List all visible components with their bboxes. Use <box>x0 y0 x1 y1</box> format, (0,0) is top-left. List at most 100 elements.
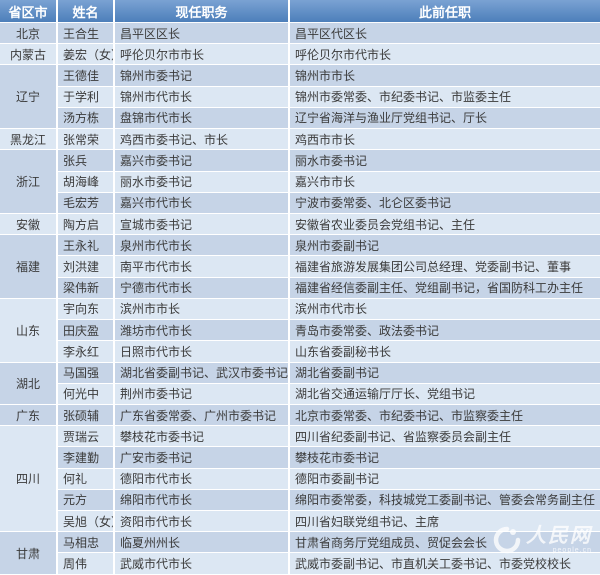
current-position-cell: 滨州市市长 <box>115 298 290 321</box>
name-cell: 元方 <box>58 489 115 512</box>
previous-position-cell: 锦州市委常委、市纪委书记、市监委主任 <box>290 86 600 108</box>
name-cell: 汤方栋 <box>58 107 115 130</box>
previous-position-cell: 锦州市市长 <box>290 65 600 87</box>
current-position-cell: 宣城市委书记 <box>115 213 290 236</box>
table-row: 浙江 张兵 嘉兴市委书记 丽水市委书记 <box>0 150 600 214</box>
current-position-cell: 丽水市委书记 <box>115 171 290 193</box>
current-position-cell: 武威市代市长 <box>115 553 290 575</box>
previous-position-cell: 宁波市委常委、北仑区委书记 <box>290 192 600 214</box>
previous-position-cell: 滨州市代市长 <box>290 298 600 321</box>
province-cell: 福建 <box>0 235 58 299</box>
current-position-cell: 锦州市代市长 <box>115 86 290 108</box>
table-row: 湖北 马国强 湖北省委副书记、武汉市委书记 湖北省委副书记 <box>0 362 600 405</box>
previous-position-cell: 四川省纪委副书记、省监察委员会副主任 <box>290 426 600 448</box>
name-cell: 梁伟新 <box>58 277 115 299</box>
previous-position-cell: 绵阳市委常委，科技城党工委副书记、管委会常务副主任 <box>290 489 600 512</box>
table-row: 梁伟新 宁德市代市长 福建省经信委副主任、党组副书记，省国防科工办主任 <box>0 277 600 299</box>
province-cell: 辽宁 <box>0 65 58 130</box>
previous-position-cell: 攀枝花市委书记 <box>290 447 600 469</box>
name-cell: 吴旭（女） <box>58 511 115 533</box>
name-cell: 李建勤 <box>58 447 115 469</box>
previous-position-cell: 鸡西市市长 <box>290 129 600 151</box>
previous-position-cell: 青岛市委常委、政法委书记 <box>290 320 600 342</box>
province-cell: 北京 <box>0 23 58 45</box>
previous-position-cell: 昌平区代区长 <box>290 23 600 45</box>
current-position-cell: 广安市委书记 <box>115 447 290 469</box>
name-cell: 李永红 <box>58 341 115 363</box>
name-cell: 王永礼 <box>58 235 115 257</box>
previous-position-cell: 德阳市委副书记 <box>290 468 600 490</box>
table-row: 李建勤 广安市委书记 攀枝花市委书记 <box>0 447 600 469</box>
header-current-position: 现任职务 <box>115 0 290 23</box>
name-cell: 胡海峰 <box>58 171 115 193</box>
table-row: 毛宏芳 嘉兴市代市长 宁波市委常委、北仑区委书记 <box>0 192 600 214</box>
name-cell: 张常荣 <box>58 129 115 151</box>
table-row: 四川 贾瑞云 攀枝花市委书记 四川省纪委副书记、省监察委员会副主任 <box>0 426 600 533</box>
header-province: 省区市 <box>0 0 58 23</box>
current-position-cell: 攀枝花市委书记 <box>115 426 290 448</box>
name-cell: 陶方启 <box>58 213 115 236</box>
name-cell: 于学利 <box>58 86 115 108</box>
name-cell: 姜宏（女） <box>58 44 115 66</box>
name-cell: 刘洪建 <box>58 256 115 278</box>
table-row: 于学利 锦州市代市长 锦州市委常委、市纪委书记、市监委主任 <box>0 86 600 108</box>
current-position-cell: 临夏州州长 <box>115 532 290 554</box>
current-position-cell: 绵阳市代市长 <box>115 489 290 512</box>
current-position-cell: 锦州市委书记 <box>115 65 290 87</box>
current-position-cell: 嘉兴市代市长 <box>115 192 290 214</box>
table-row: 黑龙江 张常荣 鸡西市委书记、市长 鸡西市市长 <box>0 129 600 151</box>
previous-position-cell: 湖北省交通运输厅厅长、党组书记 <box>290 383 600 405</box>
name-cell: 张兵 <box>58 150 115 172</box>
name-cell: 何光中 <box>58 383 115 405</box>
table-row: 元方 绵阳市代市长 绵阳市委常委，科技城党工委副书记、管委会常务副主任 <box>0 489 600 512</box>
table-row: 胡海峰 丽水市委书记 嘉兴市市长 <box>0 171 600 193</box>
name-cell: 贾瑞云 <box>58 426 115 448</box>
province-cell: 山东 <box>0 298 58 363</box>
previous-position-cell: 山东省委副秘书长 <box>290 341 600 363</box>
name-cell: 周伟 <box>58 553 115 575</box>
previous-position-cell: 四川省妇联党组书记、主席 <box>290 511 600 533</box>
previous-position-cell: 北京市委常委、市纪委书记、市监察委主任 <box>290 404 600 427</box>
previous-position-cell: 武威市委副书记、市直机关工委书记、市委党校校长 <box>290 553 600 575</box>
table-row: 何光中 荆州市委书记 湖北省交通运输厅厅长、党组书记 <box>0 383 600 405</box>
name-cell: 王合生 <box>58 23 115 45</box>
current-position-cell: 宁德市代市长 <box>115 277 290 299</box>
name-cell: 毛宏芳 <box>58 192 115 214</box>
table-row: 安徽 陶方启 宣城市委书记 安徽省农业委员会党组书记、主任 <box>0 213 600 236</box>
previous-position-cell: 辽宁省海洋与渔业厅党组书记、厅长 <box>290 107 600 130</box>
current-position-cell: 嘉兴市委书记 <box>115 150 290 172</box>
table-row: 田庆盈 潍坊市代市长 青岛市委常委、政法委书记 <box>0 320 600 342</box>
header-name: 姓名 <box>58 0 115 23</box>
province-cell: 黑龙江 <box>0 129 58 151</box>
name-cell: 马国强 <box>58 362 115 384</box>
current-position-cell: 潍坊市代市长 <box>115 320 290 342</box>
previous-position-cell: 泉州市委副书记 <box>290 235 600 257</box>
table-row: 李永红 日照市代市长 山东省委副秘书长 <box>0 341 600 363</box>
previous-position-cell: 甘肃省商务厅党组成员、贸促会会长 <box>290 532 600 554</box>
province-cell: 浙江 <box>0 150 58 214</box>
current-position-cell: 鸡西市委书记、市长 <box>115 129 290 151</box>
previous-position-cell: 丽水市委书记 <box>290 150 600 172</box>
name-cell: 田庆盈 <box>58 320 115 342</box>
name-cell: 何礼 <box>58 468 115 490</box>
current-position-cell: 荆州市委书记 <box>115 383 290 405</box>
current-position-cell: 湖北省委副书记、武汉市委书记 <box>115 362 290 384</box>
previous-position-cell: 安徽省农业委员会党组书记、主任 <box>290 213 600 236</box>
table-row: 广东 张硕辅 广东省委常委、广州市委书记 北京市委常委、市纪委书记、市监察委主任 <box>0 404 600 427</box>
current-position-cell: 资阳市代市长 <box>115 511 290 533</box>
province-cell: 湖北 <box>0 362 58 405</box>
previous-position-cell: 福建省旅游发展集团公司总经理、党委副书记、董事 <box>290 256 600 278</box>
table-row: 汤方栋 盘锦市代市长 辽宁省海洋与渔业厅党组书记、厅长 <box>0 107 600 130</box>
header-row: 省区市 姓名 现任职务 此前任职 <box>0 0 600 23</box>
province-cell: 安徽 <box>0 213 58 236</box>
name-cell: 马相忠 <box>58 532 115 554</box>
table-header: 省区市 姓名 现任职务 此前任职 <box>0 0 600 23</box>
table-row: 何礼 德阳市代市长 德阳市委副书记 <box>0 468 600 490</box>
current-position-cell: 盘锦市代市长 <box>115 107 290 130</box>
province-cell: 四川 <box>0 426 58 533</box>
table-row: 北京 王合生 昌平区区长 昌平区代区长 <box>0 23 600 45</box>
name-cell: 宇向东 <box>58 298 115 321</box>
